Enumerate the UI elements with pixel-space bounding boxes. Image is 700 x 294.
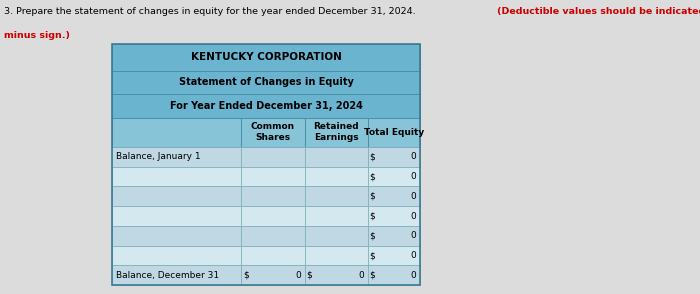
Text: 0: 0 (411, 271, 416, 280)
Bar (304, 206, 368, 226)
Bar (112, 226, 241, 246)
Bar (112, 147, 241, 167)
Bar (368, 246, 420, 265)
Bar (112, 206, 241, 226)
Text: $: $ (370, 271, 375, 280)
Text: 3. Prepare the statement of changes in equity for the year ended December 31, 20: 3. Prepare the statement of changes in e… (4, 7, 418, 16)
Bar (241, 206, 304, 226)
Bar (112, 118, 241, 147)
Bar (112, 246, 241, 265)
Text: $: $ (244, 271, 249, 280)
Text: Balance, December 31: Balance, December 31 (116, 271, 218, 280)
Text: 0: 0 (411, 212, 416, 220)
Text: KENTUCKY CORPORATION: KENTUCKY CORPORATION (190, 52, 342, 62)
Text: $: $ (370, 192, 375, 201)
Text: $: $ (370, 172, 375, 181)
Text: Retained
Earnings: Retained Earnings (313, 122, 359, 142)
Bar (112, 44, 420, 71)
Text: 0: 0 (411, 251, 416, 260)
Bar (241, 167, 304, 186)
Bar (368, 206, 420, 226)
Text: Statement of Changes in Equity: Statement of Changes in Equity (178, 77, 354, 87)
Text: $: $ (307, 271, 312, 280)
Text: For Year Ended December 31, 2024: For Year Ended December 31, 2024 (169, 101, 363, 111)
Bar (304, 265, 368, 285)
Bar (304, 246, 368, 265)
Text: 0: 0 (411, 172, 416, 181)
Bar (304, 226, 368, 246)
Bar (304, 118, 368, 147)
Bar (368, 118, 420, 147)
Text: minus sign.): minus sign.) (4, 31, 69, 40)
Bar (112, 71, 420, 94)
Bar (112, 94, 420, 118)
Bar (112, 167, 241, 186)
Bar (304, 147, 368, 167)
Bar (241, 226, 304, 246)
Bar (368, 147, 420, 167)
Bar (241, 265, 304, 285)
Bar (304, 186, 368, 206)
Bar (368, 226, 420, 246)
Text: 0: 0 (411, 152, 416, 161)
Text: Balance, January 1: Balance, January 1 (116, 152, 200, 161)
Bar (368, 186, 420, 206)
Bar (112, 44, 420, 285)
Text: $: $ (370, 251, 375, 260)
Bar (241, 186, 304, 206)
Bar (241, 118, 304, 147)
Text: $: $ (370, 212, 375, 220)
Bar (112, 265, 241, 285)
Text: 0: 0 (358, 271, 364, 280)
Text: 0: 0 (411, 192, 416, 201)
Bar (241, 147, 304, 167)
Bar (368, 167, 420, 186)
Text: (Deductible values should be indicated by a: (Deductible values should be indicated b… (497, 7, 700, 16)
Text: 0: 0 (295, 271, 301, 280)
Bar (241, 246, 304, 265)
Text: $: $ (370, 231, 375, 240)
Bar (368, 265, 420, 285)
Bar (304, 167, 368, 186)
Text: $: $ (370, 152, 375, 161)
Text: Common
Shares: Common Shares (251, 122, 295, 142)
Text: 0: 0 (411, 231, 416, 240)
Text: Total Equity: Total Equity (363, 128, 424, 137)
Bar (112, 186, 241, 206)
